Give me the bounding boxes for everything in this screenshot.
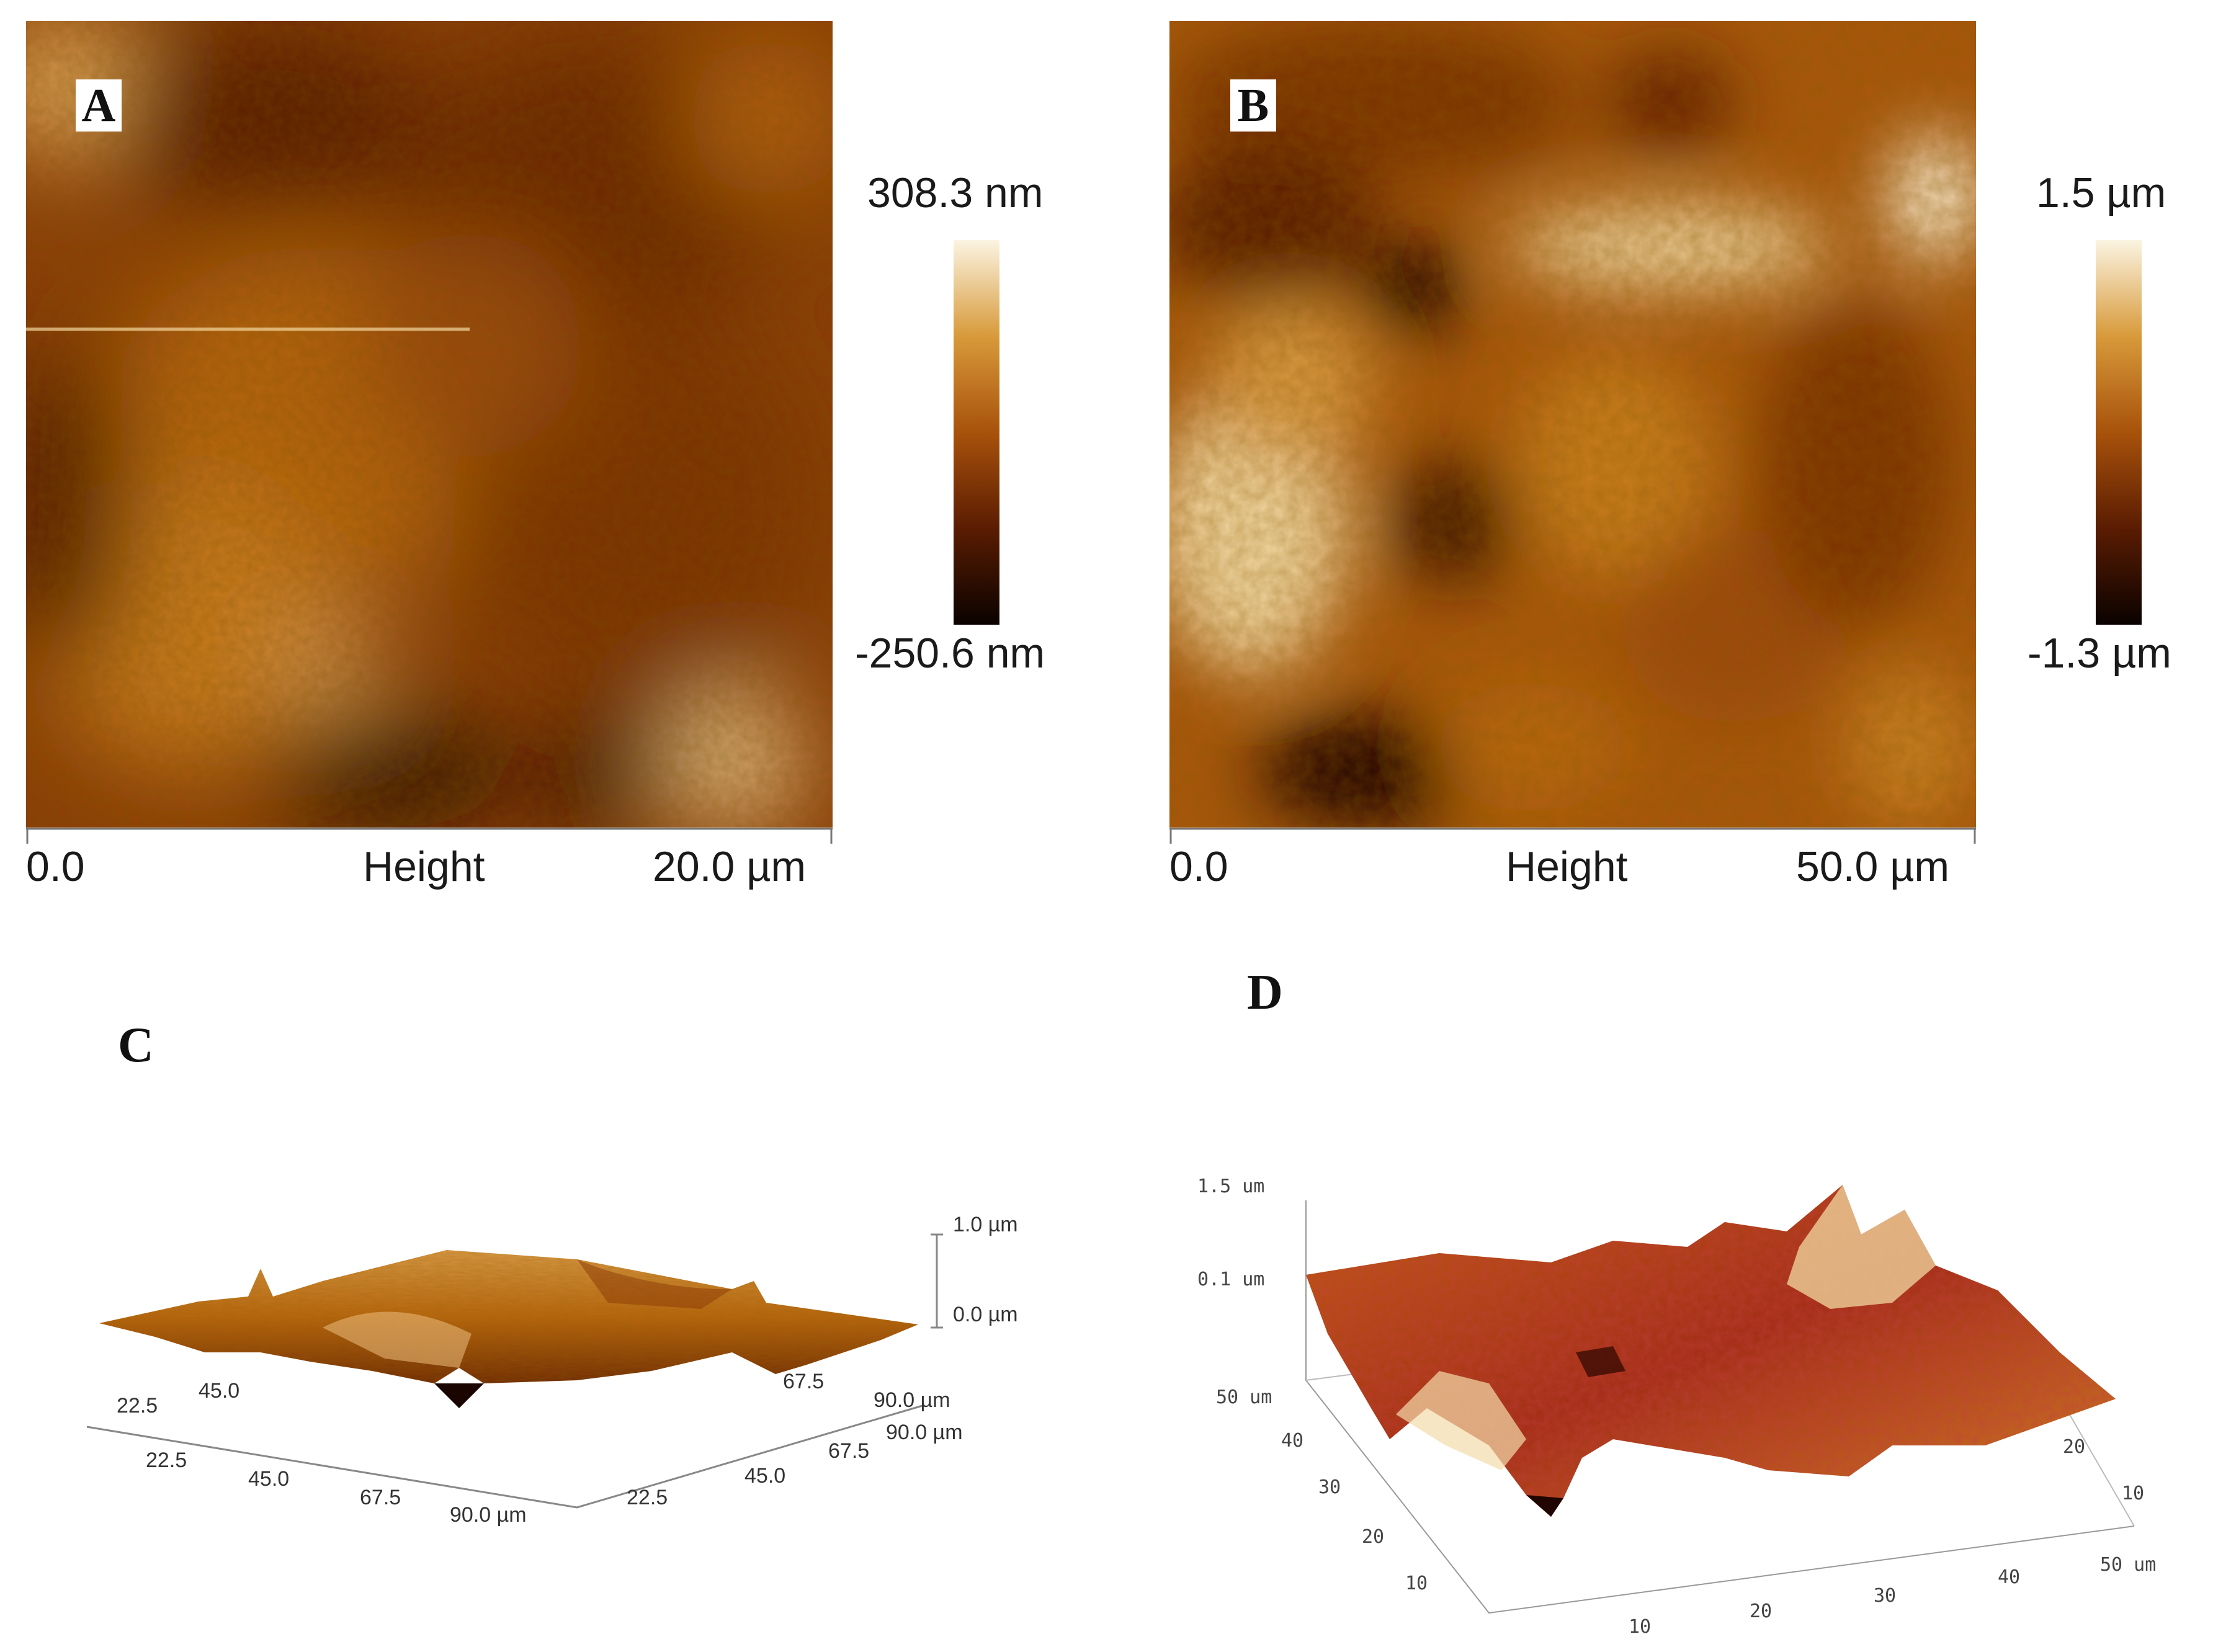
surface-3d-d — [1305, 1185, 2135, 1614]
axis-a-end: 20.0 µm — [653, 843, 807, 890]
panel-b-label: B — [1230, 79, 1276, 132]
d-bottom-tick-2: 20 — [1750, 1601, 1773, 1622]
c-z-top: 1.0 µm — [953, 1213, 1018, 1236]
d-bottom-tick-5: 50 um — [2100, 1554, 2157, 1576]
d-right-tick-1: 20 — [2063, 1436, 2086, 1458]
d-left-tick-3: 30 — [1318, 1476, 1341, 1498]
colorbar-b — [2096, 240, 2142, 625]
axis-a-title: Height — [363, 843, 485, 890]
c-back-right-tick-2: 90.0 µm — [874, 1388, 950, 1412]
d-left-tick-5: 10 — [1405, 1573, 1428, 1594]
c-left-tick-1: 22.5 — [146, 1449, 187, 1472]
panel-c-label: C — [118, 1018, 154, 1073]
d-right-tick-2: 10 — [2122, 1483, 2145, 1504]
colorbar-b-min: -1.3 µm — [2027, 630, 2171, 677]
height-map-a — [26, 21, 833, 828]
panel-a-label: A — [76, 79, 122, 132]
c-back-right-tick-1: 67.5 — [783, 1370, 825, 1393]
d-left-tick-4: 20 — [1362, 1526, 1385, 1548]
c-back-left-tick-2: 45.0 — [199, 1379, 240, 1403]
c-right-tick-4: 90.0 µm — [886, 1421, 963, 1444]
c-right-tick-2: 45.0 — [744, 1464, 786, 1488]
panel-d-label: D — [1247, 965, 1283, 1020]
c-z-zero: 0.0 µm — [953, 1303, 1018, 1326]
axis-a-start: 0.0 — [26, 843, 85, 890]
colorbar-a — [954, 240, 999, 625]
d-bottom-tick-1: 10 — [1629, 1616, 1652, 1638]
c-left-tick-3: 67.5 — [360, 1486, 401, 1509]
c-left-tick-2: 45.0 — [248, 1467, 290, 1491]
c-left-tick-4: 90.0 µm — [450, 1503, 527, 1527]
d-z-top: 1.5 um — [1197, 1176, 1265, 1197]
axis-b-end: 50.0 µm — [1796, 843, 1950, 890]
colorbar-a-min: -250.6 nm — [855, 630, 1045, 677]
colorbar-a-max: 308.3 nm — [867, 169, 1044, 217]
c-right-tick-3: 67.5 — [828, 1439, 870, 1463]
axis-b-title: Height — [1506, 843, 1628, 890]
axis-b-start: 0.0 — [1169, 843, 1228, 890]
c-right-tick-1: 22.5 — [627, 1486, 668, 1509]
d-z-mid: 0.1 um — [1197, 1269, 1265, 1290]
colorbar-b-max: 1.5 µm — [2036, 169, 2166, 217]
c-back-left-tick-1: 22.5 — [117, 1394, 158, 1418]
d-left-tick-1: 50 um — [1216, 1386, 1272, 1408]
d-bottom-tick-3: 30 — [1874, 1585, 1897, 1607]
d-bottom-tick-4: 40 — [1998, 1566, 2021, 1588]
surface-3d-c — [86, 1233, 943, 1509]
height-map-b — [1169, 21, 1976, 828]
d-left-tick-2: 40 — [1281, 1430, 1304, 1452]
